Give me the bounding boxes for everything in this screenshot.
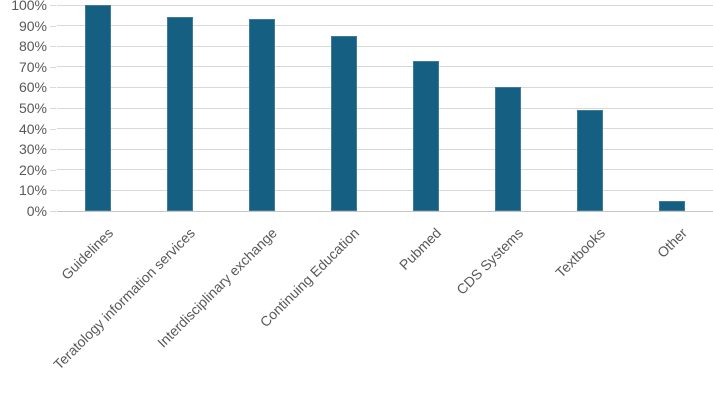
x-axis-label: Other <box>653 224 691 261</box>
gridline <box>57 45 713 47</box>
y-tick-mark <box>50 169 56 171</box>
y-tick-label: 40% <box>18 120 47 137</box>
y-tick-label: 80% <box>18 38 47 55</box>
x-axis-label: Interdisciplinary exchange <box>154 224 281 351</box>
y-tick-mark <box>50 5 56 6</box>
x-axis-line <box>57 210 713 212</box>
y-tick-mark <box>50 128 56 130</box>
y-tick-mark <box>50 87 56 89</box>
x-axis-label: Textbooks <box>552 224 609 281</box>
x-axis-label: Continuing Education <box>256 224 363 331</box>
plot-area <box>57 4 713 212</box>
y-tick-label: 0% <box>26 203 47 219</box>
x-axis-label: CDS Systems <box>453 224 527 298</box>
y-tick-label: 60% <box>18 79 47 96</box>
bar-interdisciplinary-exchange <box>249 19 275 211</box>
y-tick-mark <box>50 25 56 27</box>
gridline <box>57 148 713 150</box>
gridline <box>57 128 713 130</box>
y-tick-mark <box>50 66 56 68</box>
gridline <box>57 169 713 171</box>
bar-pubmed <box>413 60 439 211</box>
bar-teratology-information-services <box>167 17 193 211</box>
y-tick-mark <box>50 149 56 151</box>
y-tick-label: 30% <box>18 141 47 158</box>
y-tick-label: 90% <box>18 17 47 34</box>
y-tick-mark <box>50 108 56 109</box>
gridline <box>57 86 713 88</box>
y-tick-label: 20% <box>18 161 47 178</box>
gridline <box>57 66 713 68</box>
bar-textbooks <box>577 110 603 211</box>
gridline <box>57 25 713 27</box>
y-tick-mark <box>50 211 56 212</box>
x-axis-label: Guidelines <box>57 224 117 283</box>
y-axis: 0% 10% 20% 30% 40% 50% 60% 70% 80% 90% 100% <box>0 0 56 225</box>
bar-cds-systems <box>495 87 521 211</box>
bar-continuing-education <box>331 35 357 211</box>
gridline <box>57 4 713 6</box>
y-tick-label: 100% <box>11 0 47 13</box>
x-axis-label: Teratology information services <box>50 224 199 373</box>
bar-guidelines <box>85 5 111 211</box>
gridline <box>57 189 713 191</box>
x-axis-label: Pubmed <box>395 224 445 273</box>
y-tick-label: 10% <box>18 182 47 199</box>
y-tick-mark <box>50 46 56 48</box>
bar-other <box>659 200 685 211</box>
y-tick-label: 50% <box>18 100 47 116</box>
gridline <box>57 107 713 109</box>
y-tick-label: 70% <box>18 58 47 75</box>
y-tick-mark <box>50 190 56 192</box>
